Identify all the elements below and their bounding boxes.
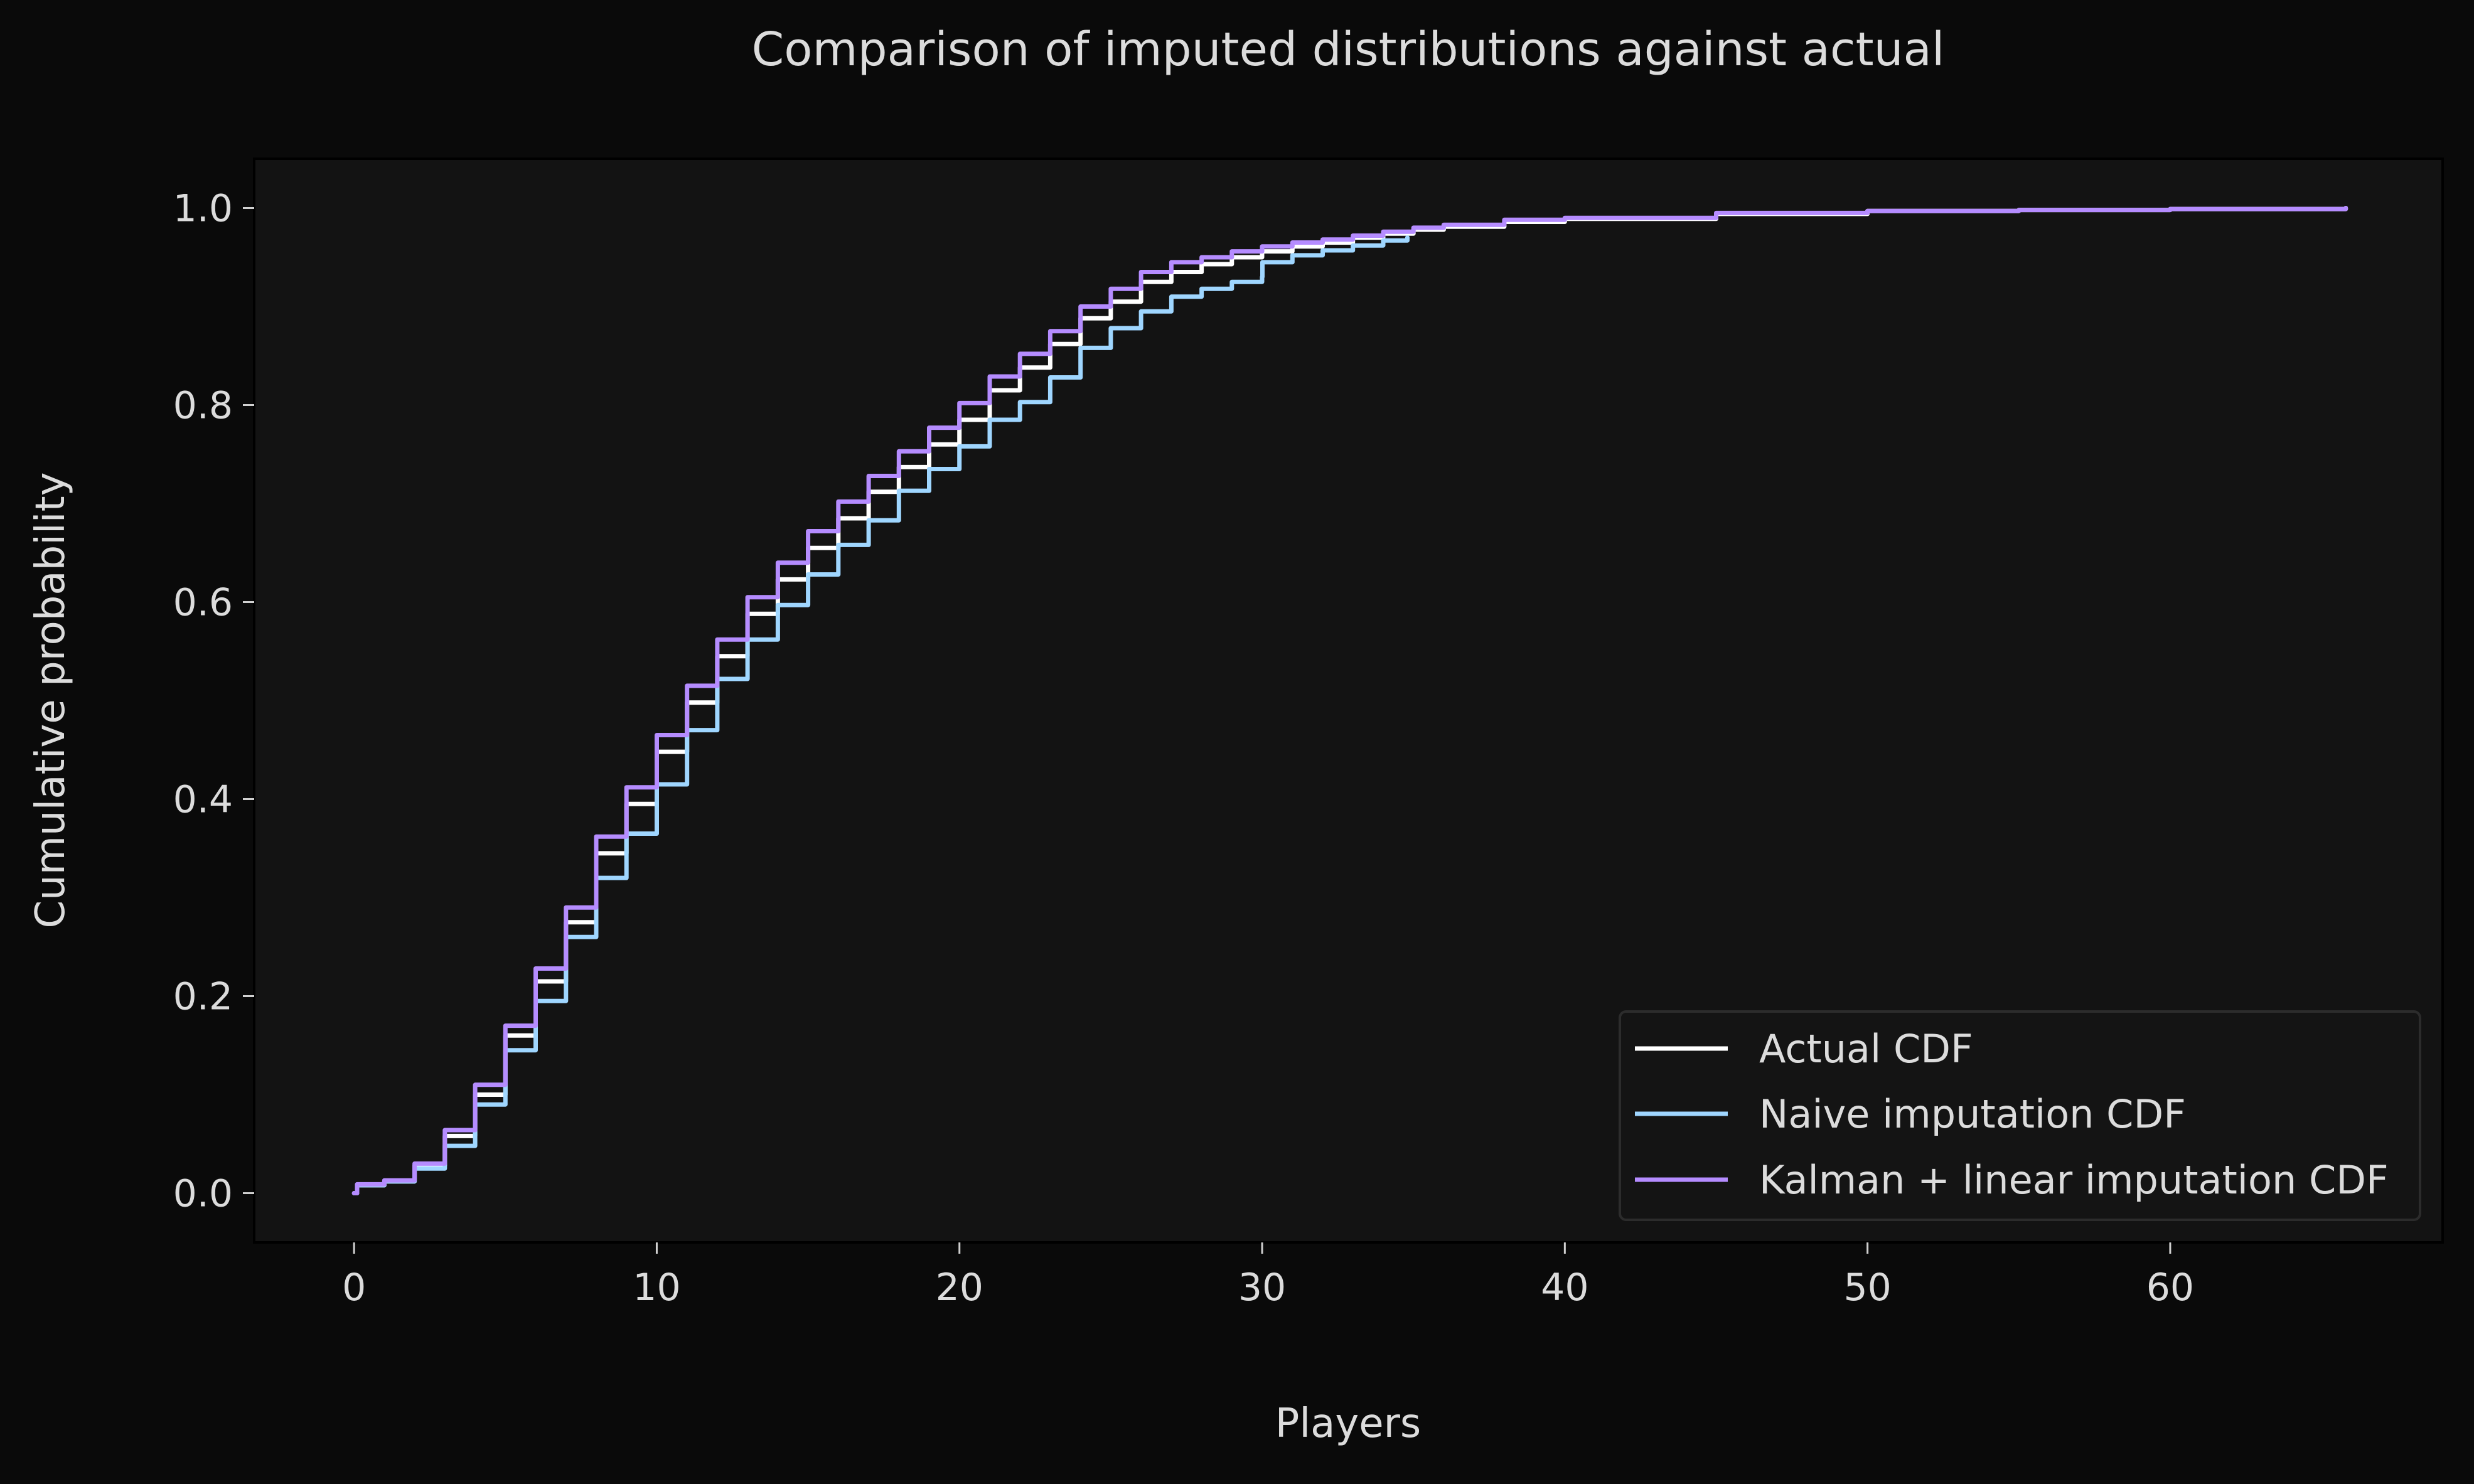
legend-label-naive: Naive imputation CDF xyxy=(1759,1091,2186,1137)
series-line-naive xyxy=(351,235,1410,1195)
y-tick-label-0.2: 0.2 xyxy=(173,975,233,1019)
x-tick-label-50: 50 xyxy=(1843,1266,1891,1310)
x-tick-label-20: 20 xyxy=(936,1266,983,1310)
y-tick-label-0.4: 0.4 xyxy=(173,778,233,822)
legend: Actual CDF Naive imputation CDF Kalman +… xyxy=(1619,1010,2421,1221)
y-tick-label-1.0: 1.0 xyxy=(173,187,233,231)
y-tick-label-0.6: 0.6 xyxy=(173,581,233,625)
y-tick-label-0.0: 0.0 xyxy=(173,1172,233,1216)
y-tick-label-0.8: 0.8 xyxy=(173,384,233,428)
legend-label-actual: Actual CDF xyxy=(1759,1026,1973,1072)
legend-entry-kalman: Kalman + linear imputation CDF xyxy=(1635,1157,2389,1203)
series-line-kalman xyxy=(351,206,2348,1195)
x-tick-label-30: 30 xyxy=(1238,1266,1286,1310)
series-layer xyxy=(351,206,2348,1195)
x-tick-label-60: 60 xyxy=(2146,1266,2194,1310)
y-axis-label: Cumulative probability xyxy=(28,472,74,928)
x-axis-label: Players xyxy=(1275,1401,1422,1447)
legend-entry-actual: Actual CDF xyxy=(1635,1026,1973,1072)
chart-title: Comparison of imputed distributions agai… xyxy=(752,23,1945,77)
x-tick-label-40: 40 xyxy=(1541,1266,1588,1310)
axis-layer: 0 10 20 30 40 50 60 0.0 0.2 0.4 0.6 0.8 1.0 xyxy=(173,187,2195,1310)
legend-box xyxy=(1619,1010,2421,1221)
x-tick-label-10: 10 xyxy=(633,1266,680,1310)
legend-entry-naive: Naive imputation CDF xyxy=(1635,1091,2186,1137)
x-tick-label-0: 0 xyxy=(342,1266,366,1310)
legend-label-kalman: Kalman + linear imputation CDF xyxy=(1759,1157,2389,1203)
